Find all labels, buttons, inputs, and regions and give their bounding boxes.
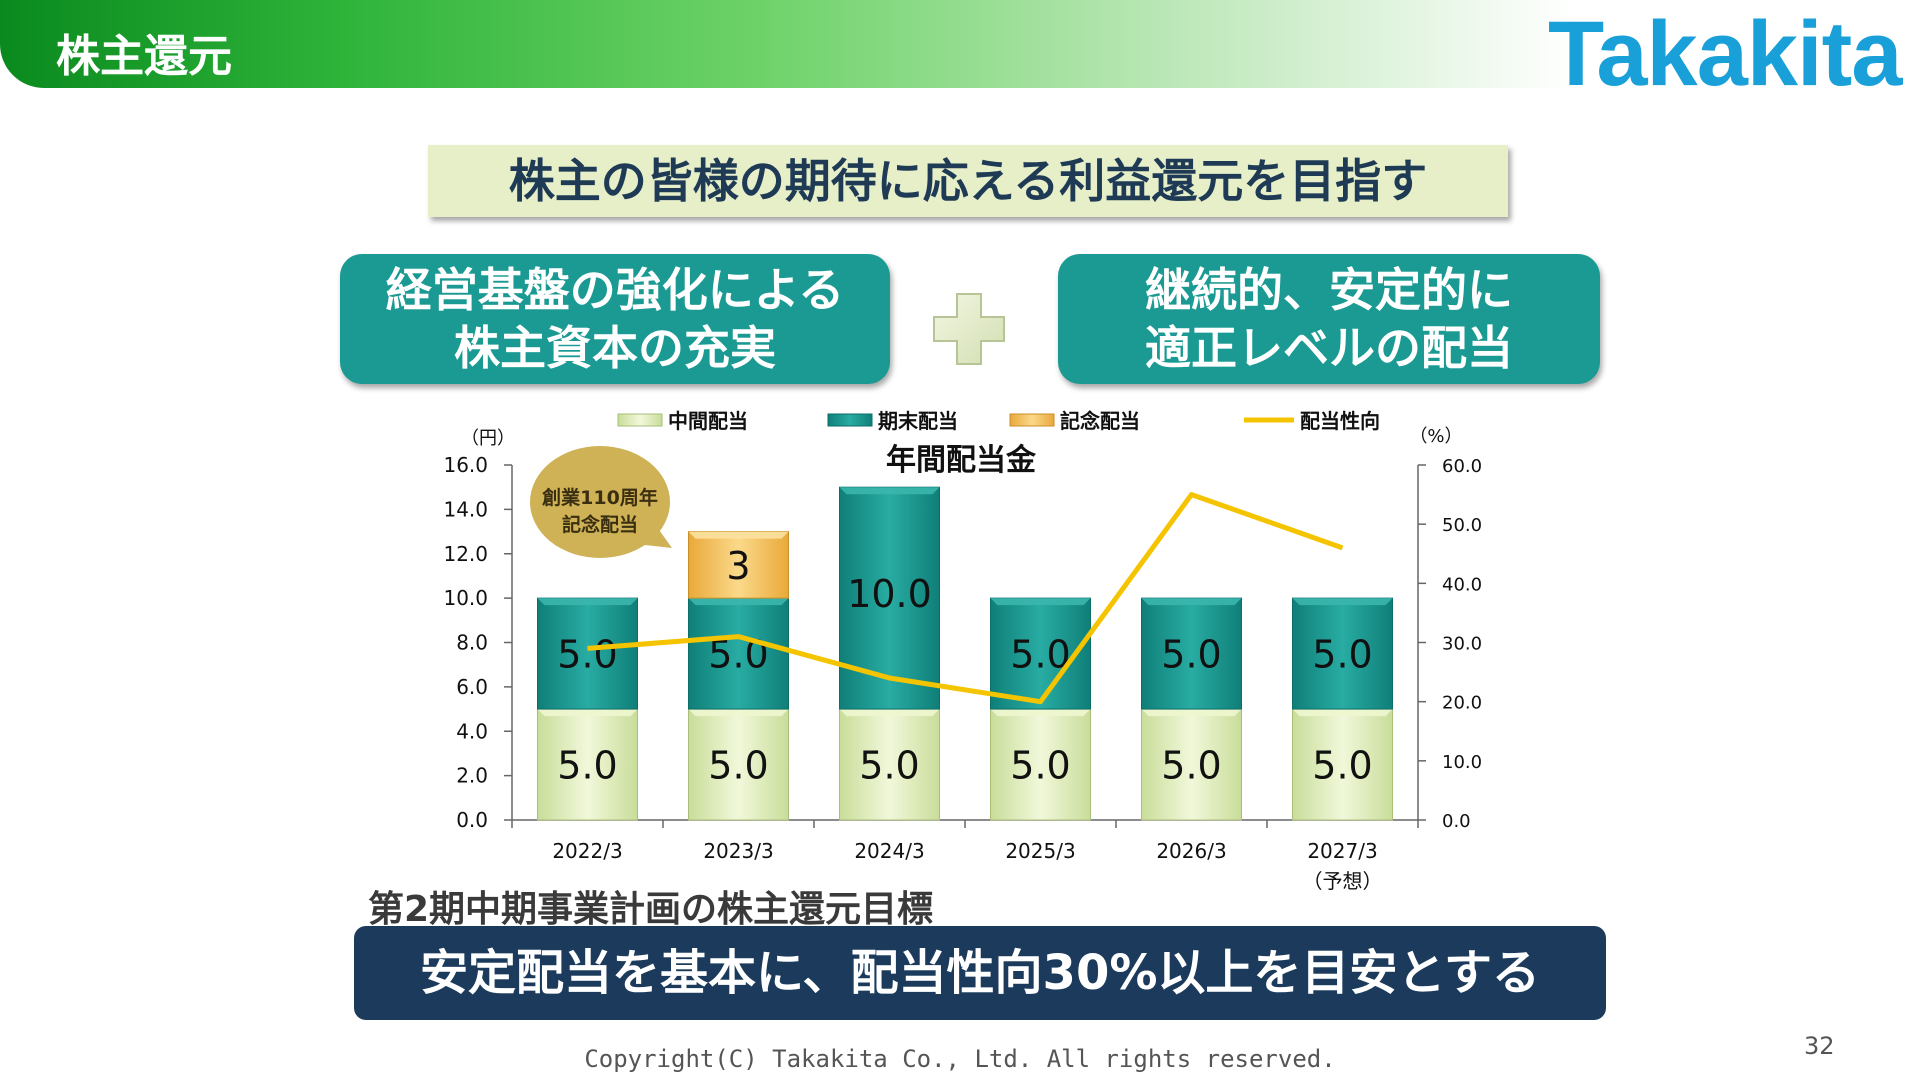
bar-segment — [688, 708, 789, 821]
bar-data-label: 5.0 — [1010, 744, 1070, 788]
y-tick-label: 8.0 — [456, 631, 488, 655]
bar-data-label: 5.0 — [1010, 633, 1070, 677]
y-tick-label: 0.0 — [456, 808, 488, 832]
page-number: 32 — [1804, 1032, 1835, 1060]
bar-data-label: 5.0 — [859, 744, 919, 788]
policy-box-dividend: 継続的、安定的に 適正レベルの配当 — [1058, 254, 1600, 384]
y-tick-label: 12.0 — [443, 542, 488, 566]
target-box: 安定配当を基本に、配当性向30%以上を目安とする — [354, 926, 1606, 1020]
y2-tick-label: 20.0 — [1442, 693, 1482, 714]
y2-tick-label: 60.0 — [1442, 456, 1482, 477]
chart-title: 年間配当金 — [886, 443, 1037, 478]
bar-segment — [537, 708, 638, 821]
commemorative-callout: 創業110周年 記念配当 — [530, 446, 672, 558]
bar-segment-bevel — [1292, 709, 1393, 717]
y-tick-label: 10.0 — [443, 586, 488, 610]
y2-tick-label: 0.0 — [1442, 811, 1471, 832]
target-label: 第2期中期事業計画の株主還元目標 — [368, 889, 934, 930]
bar-segment-bevel — [990, 709, 1091, 717]
bar-segment-bevel — [1141, 598, 1242, 606]
bar-segment-bevel — [839, 487, 940, 495]
bar-segment-bevel — [688, 598, 789, 606]
legend-label: 記念配当 — [1060, 409, 1140, 433]
bar-data-label: 5.0 — [557, 633, 617, 677]
bar-segment-bevel — [537, 709, 638, 717]
bar-segment — [1292, 708, 1393, 821]
slogan-box: 株主の皆様の期待に応える利益還元を目指す — [428, 145, 1508, 217]
payout-ratio-line — [587, 492, 1344, 705]
y2-tick-label: 50.0 — [1442, 515, 1482, 536]
bar-segment-bevel — [1141, 709, 1242, 717]
copyright: Copyright(C) Takakita Co., Ltd. All righ… — [584, 1045, 1336, 1073]
policy-box-capital-line2: 株主資本の充実 — [454, 321, 776, 375]
bar-data-label: 5.0 — [557, 744, 617, 788]
bar-data-label: 5.0 — [708, 744, 768, 788]
y-tick-label: 2.0 — [456, 764, 488, 788]
y2-tick-label: 40.0 — [1442, 574, 1482, 595]
x-tick-label: 2022/3 — [552, 839, 622, 863]
x-tick-label: 2025/3 — [1005, 839, 1075, 863]
company-logo: Takakita — [1548, 3, 1902, 105]
legend-swatch — [617, 413, 663, 427]
x-tick-label: 2026/3 — [1156, 839, 1226, 863]
policy-box-dividend-line2: 適正レベルの配当 — [1145, 321, 1513, 375]
x-tick-label: 2024/3 — [854, 839, 924, 863]
slogan-text: 株主の皆様の期待に応える利益還元を目指す — [508, 154, 1428, 208]
bar-segment — [688, 597, 789, 710]
bar-data-label: 5.0 — [1161, 633, 1221, 677]
y-tick-label: 6.0 — [456, 675, 488, 699]
bar-data-label: 5.0 — [1312, 633, 1372, 677]
y-tick-label: 14.0 — [443, 497, 488, 521]
legend-label: 期末配当 — [878, 409, 958, 433]
bar-data-label: 5.0 — [1161, 744, 1221, 788]
bar-data-label: 5.0 — [1312, 744, 1372, 788]
bar-segment-bevel — [688, 709, 789, 717]
header-bar: 株主還元 — [0, 0, 1920, 88]
y2-tick-label: 30.0 — [1442, 634, 1482, 655]
y-axis-unit: （円） — [461, 428, 515, 449]
legend-swatch — [1009, 413, 1055, 427]
bar-segment — [839, 486, 940, 710]
x-tick-label: 2023/3 — [703, 839, 773, 863]
plus-icon — [933, 293, 1005, 365]
callout-line2: 記念配当 — [562, 513, 638, 536]
bar-data-label: 10.0 — [847, 572, 932, 616]
legend-label: 中間配当 — [668, 409, 748, 433]
bar-segment-bevel — [839, 709, 940, 717]
bar-segment — [990, 708, 1091, 821]
x-tick-label: 2027/3 — [1307, 839, 1377, 863]
y-tick-label: 16.0 — [443, 453, 488, 477]
y2-axis-unit: （%） — [1409, 426, 1462, 447]
y2-tick-label: 10.0 — [1442, 752, 1482, 773]
bar-segment-bevel — [1292, 598, 1393, 606]
bar-segment — [537, 597, 638, 710]
bar-segment — [1141, 708, 1242, 821]
policy-box-capital: 経営基盤の強化による 株主資本の充実 — [340, 254, 890, 384]
y-tick-label: 4.0 — [456, 719, 488, 743]
policy-box-dividend-line1: 継続的、安定的に — [1145, 263, 1513, 317]
bar-segment — [1141, 597, 1242, 710]
callout-line1: 創業110周年 — [542, 486, 658, 509]
legend-swatch — [827, 413, 873, 427]
bar-segment — [688, 531, 789, 599]
page-title: 株主還元 — [56, 31, 232, 82]
x-tick-note: （予想） — [1303, 869, 1383, 893]
bar-segment-bevel — [537, 598, 638, 606]
bar-segment — [839, 708, 940, 821]
bar-segment-bevel — [688, 531, 789, 539]
policy-box-capital-line1: 経営基盤の強化による — [385, 263, 845, 317]
bar-segment-bevel — [990, 598, 1091, 606]
bar-data-label: 3 — [726, 544, 750, 588]
legend-label: 配当性向 — [1300, 409, 1380, 433]
